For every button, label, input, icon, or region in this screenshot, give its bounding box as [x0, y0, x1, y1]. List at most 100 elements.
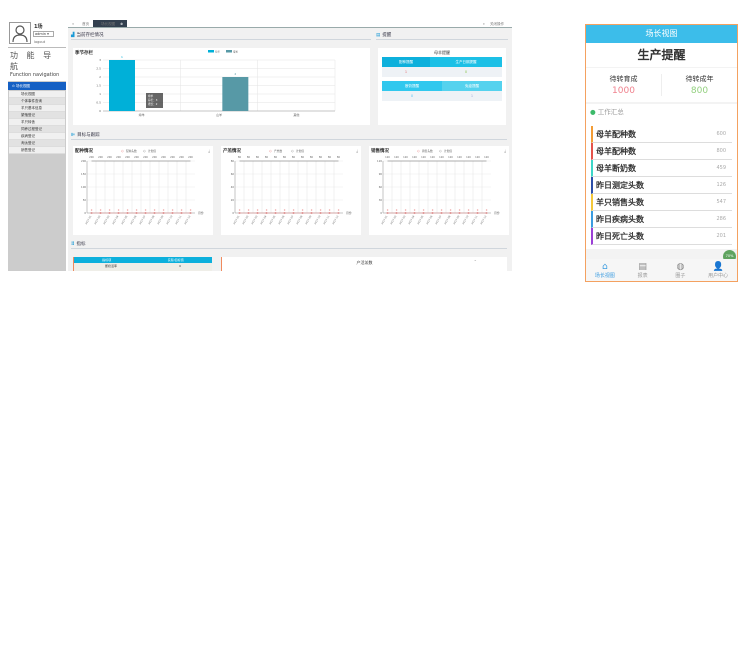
data-point	[180, 211, 183, 214]
section-indicators-title: 指标	[76, 242, 86, 247]
nav-group[interactable]: ⊙ 场长视图	[8, 82, 66, 90]
x-tick-label: 2017-09	[305, 215, 313, 226]
data-point	[283, 211, 286, 214]
summary-row[interactable]: 母羊配种数 800	[591, 143, 732, 160]
pending-item[interactable]: 待转成年 800	[662, 74, 737, 96]
summary-value: 286	[716, 216, 726, 222]
data-label: 0	[136, 208, 138, 212]
plan-label: 200	[125, 155, 130, 159]
sidebar-item[interactable]: 场长视图	[9, 91, 65, 98]
plan-label: 120	[457, 155, 462, 159]
tab-home[interactable]: 首页	[82, 22, 90, 26]
data-label: 0	[266, 208, 268, 212]
summary-row[interactable]: 母羊断奶数 459	[591, 160, 732, 177]
sidebar-item[interactable]: 饲养过程登记	[9, 126, 65, 133]
x-tick-label: 2017-10	[166, 215, 174, 226]
data-label: 0	[311, 208, 313, 212]
tab-active[interactable]: 场长视图 ⊗	[93, 20, 128, 27]
data-label: 0	[100, 208, 102, 212]
pending-item[interactable]: 待转育成 1000	[586, 74, 661, 96]
plan-label: 200	[98, 155, 103, 159]
tab-user[interactable]: 👤 用户中心	[699, 259, 737, 281]
summary-row[interactable]: 昨日死亡头数 201	[591, 228, 732, 245]
data-point	[404, 211, 407, 214]
logout-link[interactable]: logout	[34, 40, 46, 44]
summary-list: 母羊配种数 600 母羊配种数 800 母羊断奶数 459 昨日测定头数 126 羊只销售头数 5…	[586, 120, 737, 249]
x-axis-label: 月份	[346, 211, 352, 215]
nav-title-cn: 功 能 导 航	[10, 51, 55, 71]
x-tick-label: 2017-08	[444, 215, 452, 226]
download-icon[interactable]: ⤓	[356, 148, 358, 153]
plan-label: 120	[430, 155, 435, 159]
tab-scroll-left[interactable]: «	[72, 22, 75, 26]
tab-globe[interactable]: ◍ 圈子	[662, 259, 700, 281]
x-tick-label: 2017-08	[296, 215, 304, 226]
tab-document[interactable]: ▤ 报表	[624, 259, 662, 281]
sidebar-item[interactable]: 销售登记	[9, 147, 65, 154]
bar	[109, 60, 135, 111]
legend-label: 存栏	[215, 50, 221, 54]
data-point	[265, 211, 268, 214]
data-label: 0	[91, 208, 93, 212]
sidebar-item[interactable]: 羊只基本信息	[9, 105, 65, 112]
collapse-icon[interactable]: ⌃	[473, 259, 477, 264]
mobile-tabbar: ⌂ 场长视图 ▤ 报表 ◍ 圈子 👤 用户中心	[586, 259, 737, 281]
download-icon[interactable]: ⤓	[208, 148, 210, 153]
chart-title: 产羔情况	[223, 149, 241, 154]
sidebar-item[interactable]: 淘汰登记	[9, 140, 65, 147]
sidebar-item[interactable]: 羊只转舍	[9, 119, 65, 126]
section-indicators: ⠿ 指标	[71, 240, 507, 249]
plan-label: 200	[161, 155, 166, 159]
plan-label: 200	[107, 155, 112, 159]
y-tick-label: 60	[231, 172, 235, 176]
user-icon: 👤	[712, 262, 724, 272]
tab-label: 场长视图	[594, 273, 615, 279]
y-tick-label: 0	[380, 211, 382, 215]
nav-title-en: Function navigation	[10, 72, 60, 78]
sidebar-item[interactable]: 繁殖登记	[9, 112, 65, 119]
data-label: 0	[459, 208, 461, 212]
sidebar-item[interactable]: 疾病登记	[9, 133, 65, 140]
data-point	[256, 211, 259, 214]
nav-title: 功 能 导 航 Function navigation	[8, 48, 66, 81]
user-panel: 1场 admin ▾ logout	[8, 20, 66, 48]
x-tick-label: 2017-01	[233, 215, 241, 226]
nav-list: 场长视图 个体事件查询 羊只基本信息 繁殖登记 羊只转舍 饲养过程登记 疾病登记 淘汰登记 销售…	[8, 91, 66, 154]
tab-label: 圈子	[675, 273, 686, 279]
summary-label: 母羊断奶数	[596, 163, 636, 173]
document-icon: ▤	[638, 262, 647, 272]
sidebar-item[interactable]: 个体事件查询	[9, 98, 65, 105]
legend-marker: ◇	[439, 149, 442, 153]
plan-label: 200	[134, 155, 139, 159]
chart-title: 销售情况	[371, 149, 389, 154]
remind-table-2: 断奶提醒 免疫提醒 0 1	[382, 81, 502, 101]
remind-value[interactable]: 1	[404, 70, 408, 74]
x-tick-label: 2017-09	[157, 215, 165, 226]
summary-row[interactable]: 昨日疾病头数 286	[591, 211, 732, 228]
summary-row[interactable]: 母羊配种数 600	[591, 126, 732, 143]
section-stock-title: 当前存栏情况	[76, 33, 104, 38]
data-label: 0	[239, 208, 241, 212]
close-operations-button[interactable]: » 关闭操作	[479, 20, 512, 27]
data-point	[301, 211, 304, 214]
summary-label: 昨日死亡头数	[596, 231, 644, 241]
download-icon[interactable]: ⤓	[504, 148, 506, 153]
work-summary-header: ● 工作汇总	[586, 104, 737, 120]
remind-value[interactable]: 0	[464, 70, 468, 74]
data-point	[171, 211, 174, 214]
account-select[interactable]: admin ▾	[33, 31, 54, 37]
tab-home[interactable]: ⌂ 场长视图	[586, 259, 624, 281]
data-point	[292, 211, 295, 214]
chart-title: 配种情况	[75, 149, 93, 154]
plan-label: 80	[301, 155, 305, 159]
x-tick-label: 2017-06	[130, 215, 138, 226]
y-tick-label: 200	[81, 159, 86, 163]
remind-value[interactable]: 1	[470, 94, 474, 98]
summary-row[interactable]: 羊只销售头数 547	[591, 194, 732, 211]
remind-value[interactable]: 0	[410, 94, 414, 98]
plan-label: 120	[484, 155, 489, 159]
data-point	[144, 211, 147, 214]
legend-marker: ◇	[269, 149, 272, 153]
summary-row[interactable]: 昨日测定头数 126	[591, 177, 732, 194]
section-stock: ▟ 当前存栏情况	[71, 31, 371, 40]
